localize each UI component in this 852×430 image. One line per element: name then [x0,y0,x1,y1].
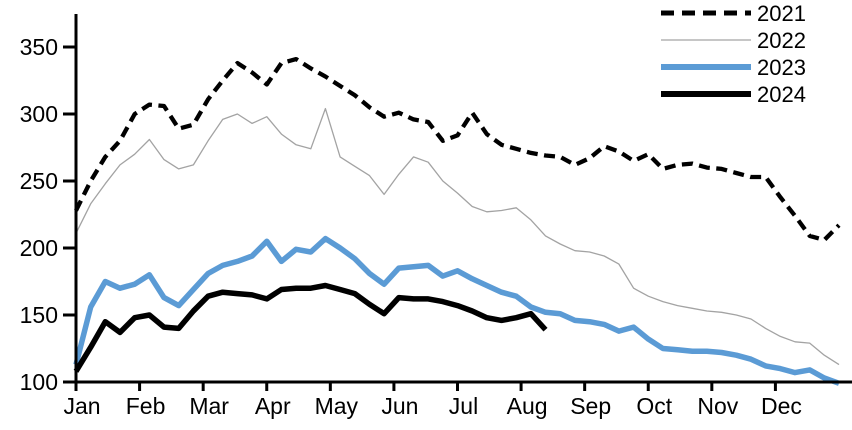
x-tick-label: May [315,393,359,419]
series-line-2022 [75,107,840,366]
x-tick-label: Mar [189,393,229,419]
legend-label-2024: 2024 [757,82,806,107]
y-tick-label: 350 [20,34,58,60]
legend-label-2023: 2023 [757,55,806,80]
x-tick-label: Sep [570,393,611,419]
x-tick-label: Nov [697,393,738,419]
x-tick-label: Jun [381,393,418,419]
x-tick-label: Oct [636,393,672,419]
y-tick-label: 100 [20,369,58,395]
legend-label-2022: 2022 [757,28,806,53]
x-tick-label: Aug [507,393,548,419]
y-tick-label: 200 [20,235,58,261]
legend-label-2021: 2021 [757,1,806,26]
x-tick-label: Jul [449,393,478,419]
x-tick-label: Dec [761,393,802,419]
y-tick-label: 150 [20,302,58,328]
y-tick-label: 250 [20,168,58,194]
x-tick-label: Jan [63,393,100,419]
y-tick-label: 300 [20,101,58,127]
series-group [73,56,841,386]
series-line-2023 [73,235,840,386]
axes-group: 100 150 200 250 300 350 Jan Feb Mar Apr May Jun Jul A… [20,14,852,419]
series-line-2024 [73,282,548,373]
x-tick-label: Feb [126,393,166,419]
x-tick-label: Apr [255,393,291,419]
series-line-2021 [74,56,841,243]
